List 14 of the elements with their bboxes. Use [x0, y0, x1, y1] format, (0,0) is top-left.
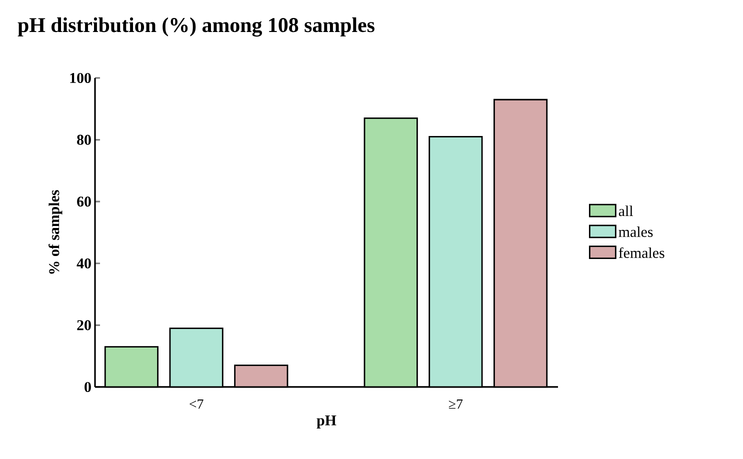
y-tick-label: 20: [77, 320, 91, 330]
y-tick-label: 0: [84, 382, 91, 392]
y-tick-label: 80: [77, 134, 91, 145]
legend-label: females: [618, 247, 664, 258]
x-tick-label: ≥7: [448, 399, 463, 409]
x-tick-label: <7: [190, 399, 204, 409]
x-axis-title: pH: [316, 415, 336, 428]
legend-label: all: [618, 206, 633, 216]
legend-label: males: [618, 226, 653, 237]
y-tick-label: 40: [76, 258, 91, 268]
y-tick-label: 100: [70, 72, 91, 84]
chart-title: pH distribution (%) among 108 samples: [18, 17, 374, 37]
y-axis-title: % of samples: [48, 190, 62, 274]
y-tick-label: 60: [77, 196, 91, 207]
